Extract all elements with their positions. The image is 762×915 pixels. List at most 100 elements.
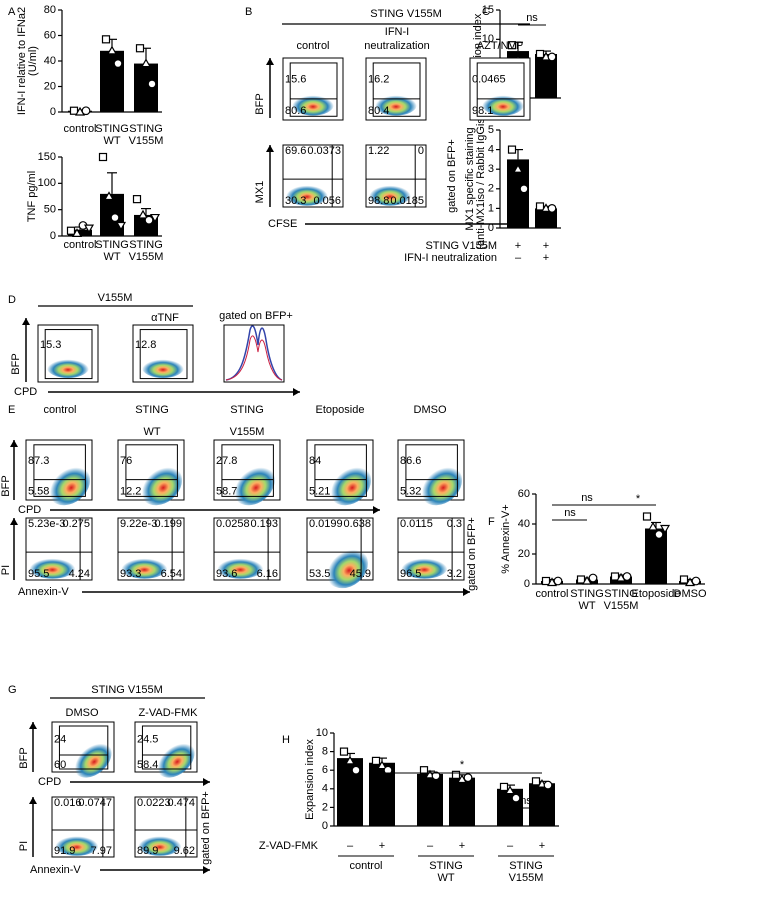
- data-point: [553, 576, 563, 586]
- quadrant-value: 0.0185: [390, 195, 424, 207]
- quadrant-value: 93.3: [120, 568, 141, 580]
- data-point: [507, 41, 517, 50]
- gate: [141, 725, 192, 770]
- column-label: IFN-I neutralization: [364, 26, 429, 52]
- panel-letter: H: [282, 734, 290, 746]
- condition-sign: –: [427, 840, 434, 852]
- y-tick-label: 5: [488, 124, 494, 136]
- condition-sign: –: [347, 840, 354, 852]
- quadrant-value: 0.199: [154, 518, 182, 530]
- x-tick-label: STING WT: [95, 123, 129, 147]
- cell-density: [369, 183, 411, 206]
- data-point: [547, 52, 557, 62]
- axis-label: CPD: [14, 386, 37, 398]
- data-point: [679, 575, 689, 584]
- column-label: DMSO: [414, 404, 447, 416]
- gate-value: 15.6: [285, 74, 306, 86]
- data-point: [507, 145, 517, 154]
- data-point: [83, 224, 95, 234]
- gate: [289, 62, 338, 117]
- data-point: [642, 512, 652, 521]
- quadrant-value: 0.638: [343, 518, 371, 530]
- quadrant-value: 0.0373: [307, 145, 341, 157]
- quadrant-value: 0.275: [62, 518, 90, 530]
- axis-label: Annexin-V: [18, 586, 69, 598]
- gate-value: 5.58: [28, 486, 49, 498]
- bar: [134, 63, 158, 112]
- panel-letter: D: [8, 294, 16, 306]
- y-tick-label: 0: [50, 230, 56, 242]
- quadrant-value: 0.0115: [400, 518, 433, 530]
- cell-density: [139, 464, 183, 506]
- significance-label: ns: [526, 12, 538, 24]
- panel-letter: G: [8, 684, 17, 696]
- data-point: [140, 58, 152, 68]
- data-point: [622, 572, 632, 581]
- x-tick-label: DMSO: [674, 588, 707, 600]
- gate-value: 16.2: [368, 74, 389, 86]
- x-tick-label: control: [535, 588, 568, 600]
- arrow-head: [203, 778, 210, 786]
- data-point: [691, 576, 701, 586]
- cell-density: [419, 464, 463, 506]
- axis-label: BFP: [254, 93, 266, 114]
- gate: [33, 444, 86, 497]
- arrow-head: [293, 388, 300, 396]
- significance-label: *: [460, 759, 465, 771]
- x-tick-label: STING V155M: [129, 239, 164, 263]
- y-axis-label: (U/ml): [27, 46, 39, 76]
- data-point: [610, 572, 620, 581]
- quadrant-value: 96.5: [400, 568, 421, 580]
- gate: [476, 62, 525, 117]
- axis-label: PI: [0, 565, 12, 575]
- data-point: [66, 226, 76, 235]
- data-point: [135, 44, 145, 53]
- column-label: AZT/NVP: [477, 40, 523, 52]
- condition-label: IFN-I neutralization: [404, 252, 497, 264]
- data-point: [451, 770, 461, 779]
- data-point: [81, 106, 91, 116]
- gate-value: 58.7: [216, 486, 237, 498]
- data-point: [535, 49, 545, 59]
- data-point: [588, 573, 598, 583]
- bar: [507, 159, 529, 228]
- gate: [314, 444, 367, 497]
- quadrant-value: 45.9: [350, 568, 371, 580]
- x-tick-label: STING V155M: [604, 588, 639, 612]
- gate: [405, 444, 458, 497]
- gate-value: 84: [309, 455, 321, 467]
- condition-sign: +: [543, 252, 549, 264]
- quadrant-value: 0.193: [250, 518, 278, 530]
- histogram-curve: [225, 325, 283, 381]
- cell-density: [47, 357, 89, 379]
- y-tick-label: 80: [44, 4, 56, 16]
- condition-label: STING V155M: [425, 240, 497, 252]
- significance-label: ns: [564, 507, 576, 519]
- y-tick-label: 20: [44, 80, 56, 92]
- row-label: Z-VAD-FMK: [259, 840, 319, 852]
- gate-value: 76: [120, 455, 132, 467]
- y-axis-label: IFN-I relative to IFNa2: [16, 7, 28, 115]
- data-point: [113, 59, 123, 68]
- y-tick-label: 60: [518, 488, 530, 500]
- bar: [645, 528, 667, 584]
- group-label: control: [349, 860, 382, 872]
- data-point: [71, 228, 83, 237]
- header: STING V155M: [370, 8, 442, 20]
- axis-label: CPD: [18, 504, 41, 516]
- gate-value: 60: [54, 759, 66, 771]
- data-point: [519, 184, 529, 194]
- gate: [221, 444, 274, 497]
- header: V155M: [98, 292, 133, 304]
- quadrant-value: 0.016: [54, 797, 82, 809]
- arrow-head: [518, 220, 525, 228]
- gate-value: 86.6: [400, 455, 421, 467]
- gate: [372, 62, 421, 117]
- condition-sign: +: [539, 840, 545, 852]
- axis-label: CPD: [38, 776, 61, 788]
- gate-value: 5.32: [400, 486, 421, 498]
- arrow-head: [29, 722, 37, 729]
- gate-value: 15.3: [40, 339, 61, 351]
- axis-label: Annexin-V: [30, 864, 81, 876]
- side-label: gated on BFP+: [466, 517, 478, 591]
